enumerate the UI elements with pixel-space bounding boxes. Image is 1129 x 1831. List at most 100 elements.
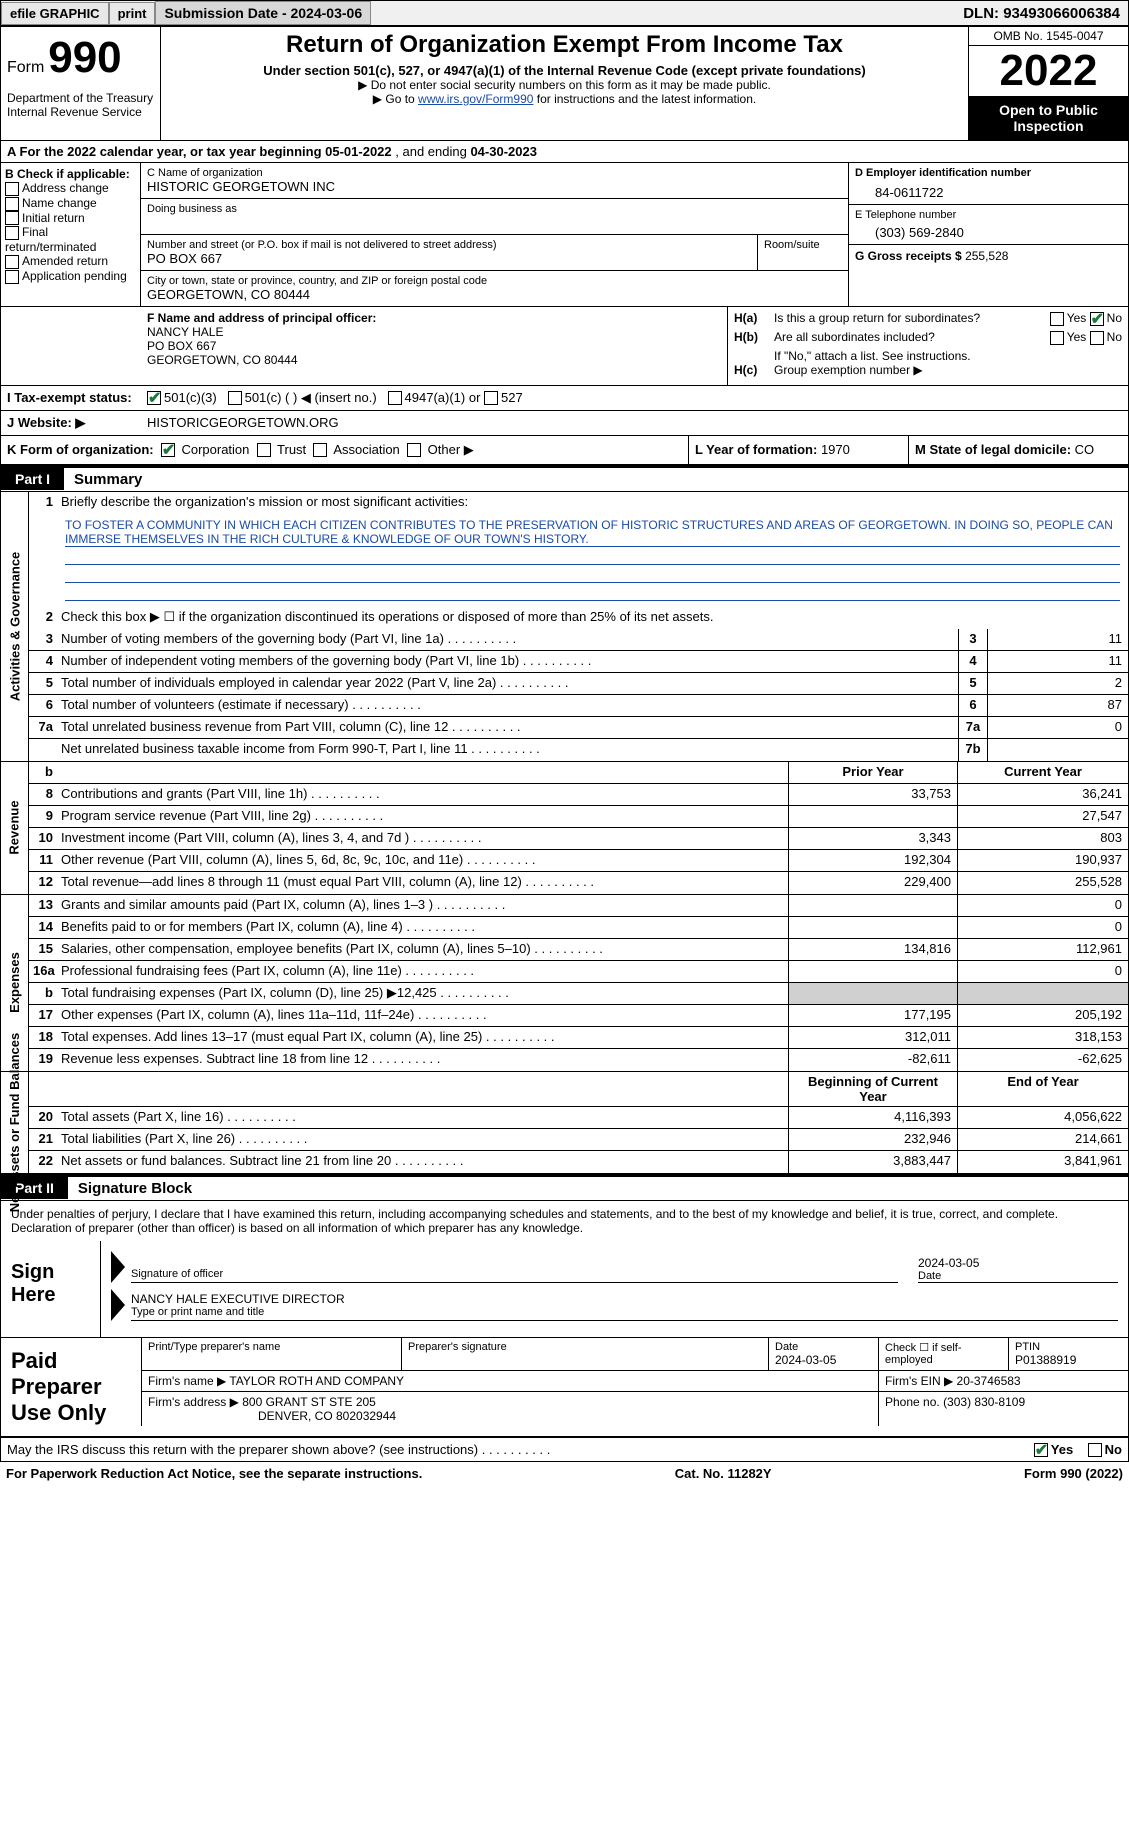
officer-street: PO BOX 667 bbox=[147, 339, 721, 353]
ptin-label: PTIN bbox=[1015, 1341, 1122, 1353]
other-checkbox[interactable] bbox=[407, 443, 421, 457]
irs-yes-checkbox[interactable] bbox=[1034, 1443, 1048, 1457]
part-ii-header: Part II Signature Block bbox=[0, 1175, 1129, 1201]
officer-block: F Name and address of principal officer:… bbox=[0, 307, 1129, 386]
expense-line: b Total fundraising expenses (Part IX, c… bbox=[29, 983, 1128, 1005]
part-i-header: Part I Summary bbox=[0, 466, 1129, 492]
type-name-label: Type or print name and title bbox=[131, 1306, 1118, 1318]
expense-line: 17 Other expenses (Part IX, column (A), … bbox=[29, 1005, 1128, 1027]
print-button[interactable]: print bbox=[109, 2, 156, 25]
part-i-tag: Part I bbox=[1, 468, 64, 490]
expense-line: 16a Professional fundraising fees (Part … bbox=[29, 961, 1128, 983]
summary-line: 3 Number of voting members of the govern… bbox=[29, 629, 1128, 651]
submission-date: Submission Date - 2024-03-06 bbox=[155, 1, 371, 25]
sig-date-value: 2024-03-05 bbox=[918, 1256, 1118, 1270]
expense-line: 14 Benefits paid to or for members (Part… bbox=[29, 917, 1128, 939]
corp-checkbox[interactable] bbox=[161, 443, 175, 457]
addr-change-checkbox[interactable] bbox=[5, 182, 19, 196]
line1-label: Briefly describe the organization's miss… bbox=[57, 492, 1128, 514]
name-change-checkbox[interactable] bbox=[5, 197, 19, 211]
org-name-label: C Name of organization bbox=[147, 167, 842, 179]
ha-yes-checkbox[interactable] bbox=[1050, 312, 1064, 326]
hb-yes-checkbox[interactable] bbox=[1050, 331, 1064, 345]
irs-no-checkbox[interactable] bbox=[1088, 1443, 1102, 1457]
gross-receipts-value: 255,528 bbox=[965, 249, 1008, 263]
netassets-line: 21 Total liabilities (Part X, line 26) 2… bbox=[29, 1129, 1128, 1151]
ha-label: H(a) bbox=[734, 311, 774, 326]
sig-officer-label: Signature of officer bbox=[131, 1268, 898, 1280]
activities-rot-label: Activities & Governance bbox=[7, 551, 22, 701]
trust-checkbox[interactable] bbox=[257, 443, 271, 457]
section-b: B Check if applicable: Address change Na… bbox=[1, 163, 141, 306]
sign-here-label: Sign Here bbox=[1, 1241, 101, 1337]
firm-phone-label: Phone no. bbox=[885, 1395, 940, 1409]
ha-no-checkbox[interactable] bbox=[1090, 312, 1104, 326]
527-checkbox[interactable] bbox=[484, 391, 498, 405]
irs-link[interactable]: www.irs.gov/Form990 bbox=[418, 92, 533, 106]
501c3-checkbox[interactable] bbox=[147, 391, 161, 405]
501c-checkbox[interactable] bbox=[228, 391, 242, 405]
firm-addr-value: 800 GRANT ST STE 205 bbox=[242, 1395, 376, 1409]
final-return-checkbox[interactable] bbox=[5, 226, 19, 240]
city-label: City or town, state or province, country… bbox=[147, 275, 842, 287]
dba-label: Doing business as bbox=[147, 203, 842, 215]
mission-text: TO FOSTER A COMMUNITY IN WHICH EACH CITI… bbox=[29, 514, 1128, 607]
expenses-rot-label: Expenses bbox=[7, 952, 22, 1013]
firm-phone-value: (303) 830-8109 bbox=[943, 1395, 1025, 1409]
department-label: Department of the Treasury Internal Reve… bbox=[7, 83, 154, 119]
amended-return-checkbox[interactable] bbox=[5, 255, 19, 269]
irs-discuss-row: May the IRS discuss this return with the… bbox=[0, 1437, 1129, 1463]
officer-name: NANCY HALE bbox=[147, 325, 721, 339]
assoc-checkbox[interactable] bbox=[313, 443, 327, 457]
arrow-icon bbox=[111, 1251, 127, 1283]
part-i-title: Summary bbox=[64, 468, 152, 491]
self-employed-check: Check ☐ if self-employed bbox=[878, 1338, 1008, 1370]
initial-return-checkbox[interactable] bbox=[5, 211, 19, 225]
form-number: 990 bbox=[48, 33, 121, 82]
irs-discuss-text: May the IRS discuss this return with the… bbox=[7, 1442, 550, 1457]
hc-text: Group exemption number ▶ bbox=[774, 363, 1122, 377]
page-footer: For Paperwork Reduction Act Notice, see … bbox=[0, 1462, 1129, 1485]
ssn-note: ▶ Do not enter social security numbers o… bbox=[165, 78, 964, 92]
paid-preparer-block: Paid Preparer Use Only Print/Type prepar… bbox=[0, 1338, 1129, 1437]
summary-line: 5 Total number of individuals employed i… bbox=[29, 673, 1128, 695]
efile-label: efile GRAPHIC bbox=[1, 2, 109, 25]
website-row: J Website: ▶ HISTORICGEORGETOWN.ORG bbox=[0, 411, 1129, 436]
expenses-section: Expenses 13 Grants and similar amounts p… bbox=[0, 895, 1129, 1072]
4947a1-checkbox[interactable] bbox=[388, 391, 402, 405]
expense-line: 18 Total expenses. Add lines 13–17 (must… bbox=[29, 1027, 1128, 1049]
prep-name-label: Print/Type preparer's name bbox=[148, 1341, 395, 1353]
street-label: Number and street (or P.O. box if mail i… bbox=[147, 239, 751, 251]
org-name: HISTORIC GEORGETOWN INC bbox=[147, 179, 842, 194]
net-assets-section: Net Assets or Fund Balances Beginning of… bbox=[0, 1072, 1129, 1175]
hb-no-checkbox[interactable] bbox=[1090, 331, 1104, 345]
app-pending-checkbox[interactable] bbox=[5, 270, 19, 284]
prior-year-header: Prior Year bbox=[788, 762, 958, 783]
ein-value: 84-0611722 bbox=[855, 179, 1122, 200]
city-state-zip: GEORGETOWN, CO 80444 bbox=[147, 287, 842, 302]
part-ii-title: Signature Block bbox=[68, 1177, 202, 1200]
firm-name-label: Firm's name ▶ bbox=[148, 1374, 226, 1388]
firm-city-value: DENVER, CO 802032944 bbox=[148, 1409, 872, 1423]
ein-label: D Employer identification number bbox=[855, 167, 1031, 179]
expense-line: 19 Revenue less expenses. Subtract line … bbox=[29, 1049, 1128, 1071]
hb-note: If "No," attach a list. See instructions… bbox=[734, 349, 1122, 363]
form-title: Return of Organization Exempt From Incom… bbox=[165, 31, 964, 59]
gross-receipts-label: G Gross receipts $ bbox=[855, 249, 962, 263]
revenue-line: 10 Investment income (Part VIII, column … bbox=[29, 828, 1128, 850]
expense-line: 15 Salaries, other compensation, employe… bbox=[29, 939, 1128, 961]
section-c: C Name of organization HISTORIC GEORGETO… bbox=[141, 163, 848, 306]
arrow-icon bbox=[111, 1289, 127, 1321]
section-a-taxyear: A For the 2022 calendar year, or tax yea… bbox=[0, 141, 1129, 163]
begin-year-header: Beginning of Current Year bbox=[788, 1072, 958, 1106]
website-note: ▶ Go to www.irs.gov/Form990 for instruct… bbox=[165, 92, 964, 106]
section-d: D Employer identification number 84-0611… bbox=[848, 163, 1128, 306]
org-form-row: K Form of organization: Corporation Trus… bbox=[0, 436, 1129, 466]
firm-ein-value: 20-3746583 bbox=[957, 1374, 1021, 1388]
room-suite-label: Room/suite bbox=[758, 235, 848, 270]
hb-label: H(b) bbox=[734, 330, 774, 345]
entity-block: B Check if applicable: Address change Na… bbox=[0, 163, 1129, 307]
dln-number: DLN: 93493066006384 bbox=[955, 2, 1128, 25]
sig-date-label: Date bbox=[918, 1270, 1118, 1282]
telephone-value: (303) 569-2840 bbox=[855, 221, 1122, 240]
